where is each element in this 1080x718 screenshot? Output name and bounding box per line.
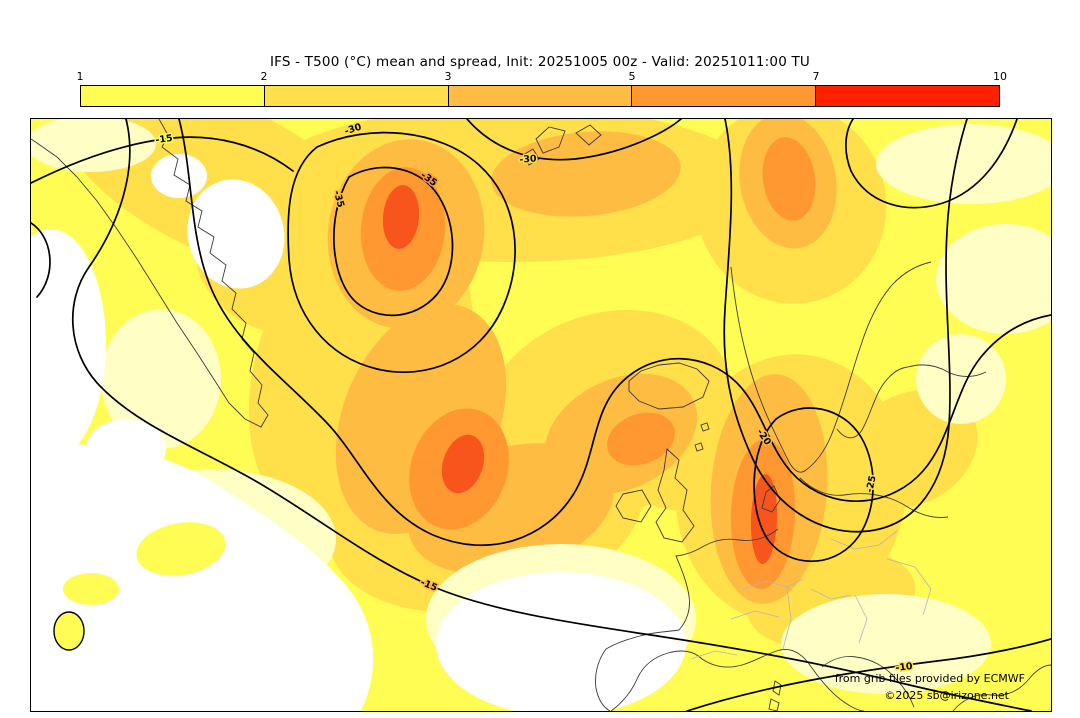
temp-contour bbox=[723, 119, 968, 533]
spread-level5-region bbox=[750, 474, 778, 564]
credit-copyright: ©2025 sb@irizone.net bbox=[884, 689, 1009, 702]
credit-provider: from grib files provided by ECMWF bbox=[834, 672, 1025, 685]
coastline-gulf-of-finland bbox=[907, 364, 987, 377]
coastline-great-britain bbox=[655, 448, 695, 543]
colorbar-segment bbox=[264, 86, 449, 106]
spread-pale-region bbox=[31, 119, 156, 172]
temp-contour bbox=[31, 222, 51, 298]
coastline-mediterranean bbox=[610, 648, 865, 711]
coastline-greenland bbox=[31, 119, 269, 428]
temp-contour-closed bbox=[753, 407, 874, 563]
temp-contour bbox=[178, 119, 1051, 547]
spread-pale-region bbox=[916, 334, 1006, 424]
mean-contours bbox=[31, 119, 1051, 711]
coastline-west-europe bbox=[595, 538, 740, 711]
spread-white-region bbox=[86, 419, 166, 479]
temp-contour bbox=[466, 119, 682, 161]
coastline-iceland bbox=[628, 362, 710, 410]
coastline-ireland bbox=[615, 489, 652, 523]
country-borders bbox=[690, 530, 932, 660]
colorbar-tick: 10 bbox=[993, 70, 1007, 83]
colorbar-segment bbox=[632, 86, 817, 106]
temp-contour bbox=[31, 136, 294, 184]
coastline-adriatic bbox=[821, 656, 915, 708]
colorbar-bar bbox=[80, 85, 1000, 107]
colorbar-tick: 5 bbox=[628, 70, 636, 83]
spread-white-region bbox=[31, 229, 106, 459]
contour-label: -10 bbox=[895, 661, 914, 674]
spread-white-region bbox=[31, 444, 374, 711]
coastline-gulf-of-bothnia bbox=[836, 366, 909, 439]
weather-map-svg: -35 -35 -30 -30 -20 -25 -15 -15 -10 bbox=[31, 119, 1051, 711]
contour-label: -30 bbox=[519, 153, 537, 165]
spread-level5-region bbox=[382, 185, 420, 249]
spread-white-region bbox=[151, 154, 207, 198]
country-border-lines bbox=[690, 530, 932, 660]
temp-contour bbox=[686, 638, 1051, 711]
spread-fill-layers bbox=[31, 119, 1051, 711]
coastline-faroe-shetland bbox=[694, 422, 710, 452]
colorbar-segment bbox=[448, 86, 633, 106]
temp-contour-closed bbox=[333, 166, 454, 317]
spread-level4-region bbox=[607, 412, 675, 466]
spread-yellow-island bbox=[136, 522, 226, 576]
spread-yellow-island-contoured bbox=[53, 611, 85, 651]
contour-label: -25 bbox=[864, 475, 878, 494]
colorbar-segment bbox=[81, 86, 265, 106]
temp-contour bbox=[845, 119, 1018, 209]
map-area: -35 -35 -30 -30 -20 -25 -15 -15 -10 from… bbox=[30, 118, 1052, 712]
temp-contour-closed bbox=[287, 131, 516, 373]
contour-label: -15 bbox=[155, 133, 174, 146]
colorbar-segment bbox=[816, 86, 999, 106]
coastline-scandinavia bbox=[730, 261, 932, 473]
colorbar-tick: 1 bbox=[76, 70, 84, 83]
spread-pale-region bbox=[781, 594, 991, 694]
spread-white-region bbox=[436, 572, 686, 711]
colorbar-tick: 2 bbox=[260, 70, 268, 83]
coastline-svalbard bbox=[522, 124, 602, 166]
temp-contour bbox=[71, 119, 1032, 711]
colorbar-tick-row: 1 2 3 5 7 10 bbox=[76, 70, 1008, 83]
colorbar-tick: 3 bbox=[444, 70, 452, 83]
spread-pale-region bbox=[936, 224, 1051, 334]
spread-white-region bbox=[187, 179, 285, 289]
spread-level4-region bbox=[762, 137, 816, 221]
spread-level5-region bbox=[441, 434, 485, 494]
spread-level3-region bbox=[491, 131, 681, 217]
coastline-baltic-south bbox=[799, 477, 949, 518]
spread-colorbar: 1 2 3 5 7 10 bbox=[76, 70, 1008, 107]
coastline-north-sea bbox=[738, 528, 779, 541]
colorbar-tick: 7 bbox=[812, 70, 820, 83]
spread-yellow-island bbox=[63, 573, 119, 605]
chart-title: IFS - T500 (°C) mean and spread, Init: 2… bbox=[269, 54, 811, 70]
